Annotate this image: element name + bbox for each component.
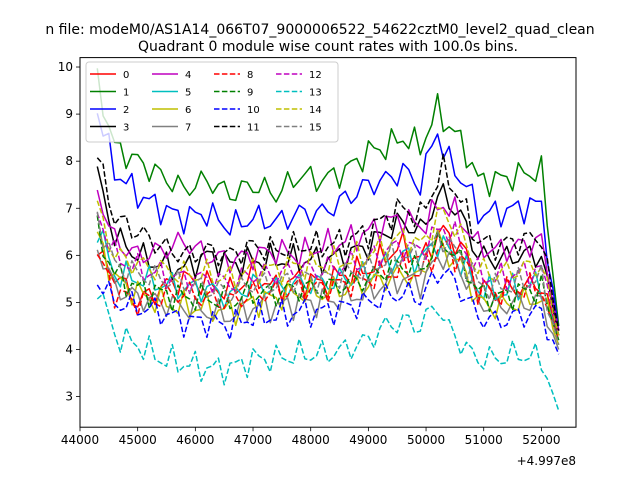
legend-box [85,61,339,143]
series-line-4 [96,189,560,331]
legend-label-5: 5 [185,88,191,99]
y-tick-label: 10 [58,60,73,74]
series-line-11 [96,153,560,331]
legend-label-6: 6 [185,105,191,116]
y-tick-label: 3 [65,390,73,404]
legend-label-14: 14 [309,105,322,116]
series-line-10 [96,268,560,355]
x-tick-label: 50000 [407,433,445,447]
series-line-2 [96,113,560,331]
plot-axes: 44000 45000 46000 47000 48000 49000 50000 51000… [58,60,561,447]
series-line-14 [96,200,560,336]
series-line-12 [96,212,560,336]
y-tick-label: 9 [65,107,73,121]
series-line-9 [96,215,560,341]
legend-label-1: 1 [123,88,129,99]
legend-label-0: 0 [123,70,129,81]
legend-label-13: 13 [309,88,322,99]
x-tick-label: 49000 [349,433,387,447]
figure-suptitle: n file: modeM0/AS1A14_066T07_9000006522_… [45,22,594,38]
x-tick-label: 47000 [234,433,272,447]
y-tick-label: 4 [65,343,73,357]
series-line-8 [96,239,560,341]
x-offset-label: +4.997e8 [517,454,576,468]
legend-label-12: 12 [309,70,322,81]
legend-label-7: 7 [185,123,191,134]
legend-label-9: 9 [247,88,253,99]
series-line-13 [96,293,560,411]
legend-label-10: 10 [247,105,260,116]
legend-label-2: 2 [123,105,129,116]
series-line-6 [96,228,560,346]
legend-label-4: 4 [185,70,191,81]
series-line-5 [96,229,560,341]
legend-label-8: 8 [247,70,253,81]
legend-label-3: 3 [123,123,129,134]
y-tick-label: 6 [65,248,73,262]
x-tick-label: 44000 [61,433,99,447]
x-tick-label: 45000 [119,433,157,447]
legend-label-11: 11 [247,123,260,134]
x-tick-label: 51000 [465,433,503,447]
y-tick-label: 7 [65,201,73,215]
y-tick-label: 8 [65,154,73,168]
x-tick-label: 48000 [292,433,330,447]
y-tick-label: 5 [65,295,73,309]
series-line-1 [96,68,560,327]
plot-frame [79,57,577,428]
x-tick-label: 52000 [522,433,560,447]
series-layer [96,68,560,411]
series-line-15 [96,211,560,345]
legend-label-15: 15 [309,123,322,134]
x-tick-label: 46000 [176,433,214,447]
chart-title: Quadrant 0 module wise count rates with … [138,39,518,55]
